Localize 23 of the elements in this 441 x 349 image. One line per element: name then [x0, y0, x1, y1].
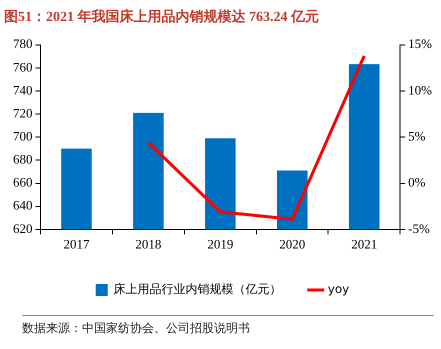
y-tick-label: 640 — [13, 198, 32, 213]
legend-label: yoy — [328, 282, 350, 296]
chart-title: 图51：2021 年我国床上用品内销规模达 763.24 亿元 — [4, 8, 319, 26]
y2-tick-label: 10% — [408, 82, 432, 98]
x-tick-label: 2021 — [351, 236, 378, 252]
y-tick-label: 660 — [13, 174, 32, 190]
x-tick-label: 2019 — [207, 236, 234, 252]
y-tick-label: 740 — [13, 82, 32, 98]
legend-label: 床上用品行业内销规模（亿元） — [114, 282, 282, 296]
y-tick-label: 700 — [13, 128, 32, 144]
x-tick-label: 2017 — [63, 236, 90, 252]
y2-tick-label: 5% — [408, 128, 426, 144]
y2-tick-label: -5% — [408, 220, 430, 236]
y-tick-label: 680 — [13, 152, 32, 167]
y-tick-label: 760 — [13, 59, 32, 74]
y2-tick-label: 15% — [408, 36, 432, 52]
y2-tick-label: 0% — [408, 174, 426, 190]
y-tick-label: 620 — [13, 220, 32, 236]
y-tick-label: 780 — [13, 36, 32, 52]
source-note: 数据来源：中国家纺协会、公司招股说明书 — [22, 315, 434, 337]
x-tick-label: 2018 — [135, 236, 162, 252]
y-tick-label: 720 — [13, 105, 32, 120]
x-tick-label: 2020 — [279, 236, 306, 252]
